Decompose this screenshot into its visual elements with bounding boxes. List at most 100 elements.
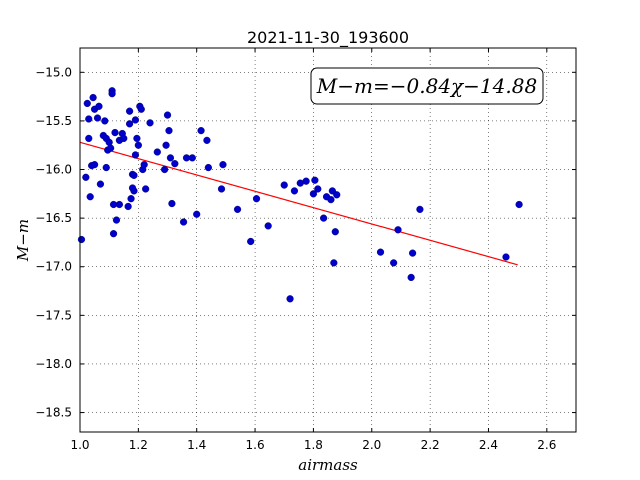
data-point <box>162 141 170 149</box>
data-point <box>394 226 402 234</box>
data-point <box>193 210 201 218</box>
data-point <box>309 190 318 198</box>
data-point <box>390 259 398 267</box>
fit-line-group <box>79 141 518 266</box>
x-tick-label: 2.2 <box>421 438 440 452</box>
x-tick-label: 2.0 <box>362 438 381 452</box>
data-point <box>102 163 110 172</box>
axes-frame <box>79 47 577 433</box>
y-axis-label: M−m <box>14 219 32 262</box>
x-axis-label: airmass <box>298 456 358 474</box>
data-point <box>108 90 116 98</box>
data-point <box>188 154 196 162</box>
data-point <box>115 200 123 209</box>
data-point <box>409 249 417 257</box>
data-point <box>85 115 93 123</box>
data-point <box>217 185 226 193</box>
data-point <box>133 134 141 143</box>
y-tick-label: −17.5 <box>35 308 72 322</box>
data-point <box>280 181 288 189</box>
data-point <box>286 295 294 303</box>
x-tick-label: 2.4 <box>479 438 498 452</box>
data-point <box>302 177 310 185</box>
data-point <box>233 205 242 213</box>
y-tick-label: −18.0 <box>35 357 72 371</box>
data-point <box>333 191 341 199</box>
data-point <box>331 228 339 236</box>
data-point <box>107 144 115 152</box>
data-point <box>264 222 272 230</box>
data-point <box>166 154 175 162</box>
data-point <box>89 93 97 102</box>
data-point <box>407 273 415 282</box>
data-point <box>130 171 138 179</box>
data-point <box>502 253 510 261</box>
data-point <box>219 161 227 169</box>
data-point <box>109 230 118 238</box>
y-tick-label: −15.0 <box>35 65 72 79</box>
data-point <box>153 148 161 156</box>
y-tick-label: −15.5 <box>35 114 72 128</box>
data-point <box>165 127 173 135</box>
data-point <box>131 151 140 159</box>
chart-title: 2021-11-30_193600 <box>247 28 409 48</box>
y-tick-label: −16.5 <box>35 211 72 225</box>
x-tick-label: 1.2 <box>129 438 148 452</box>
data-point <box>93 114 102 122</box>
x-tick-label: 2.6 <box>537 438 556 452</box>
data-point <box>247 237 255 246</box>
data-point <box>131 116 140 124</box>
data-point <box>137 105 145 113</box>
data-point <box>515 200 523 209</box>
data-point <box>111 128 119 137</box>
data-point <box>134 141 142 149</box>
data-point <box>179 218 188 226</box>
y-tick-label: −17.0 <box>35 260 72 274</box>
data-point <box>163 111 172 119</box>
x-tick-label: 1.8 <box>304 438 323 452</box>
data-point <box>161 165 169 174</box>
fit-equation-frame <box>310 67 544 105</box>
fit-equation-box: M−m=−0.84χ−14.88 <box>310 67 544 105</box>
data-point <box>101 117 109 125</box>
y-tick-label: −18.5 <box>35 406 72 420</box>
data-point <box>112 216 121 224</box>
data-point <box>96 180 105 188</box>
data-point <box>86 193 94 201</box>
x-tick-label: 1.6 <box>246 438 265 452</box>
data-point <box>130 187 138 195</box>
data-point <box>126 107 134 115</box>
data-point <box>140 161 148 169</box>
data-point <box>416 205 424 213</box>
data-point <box>82 173 90 181</box>
fit-equation-label: M−m=−0.84χ−14.88 <box>316 74 537 98</box>
data-point <box>120 134 128 143</box>
data-point <box>376 248 385 256</box>
data-point <box>311 176 319 184</box>
data-point <box>204 163 212 172</box>
data-point <box>171 160 179 168</box>
data-point <box>77 235 86 244</box>
data-point <box>290 187 299 195</box>
axis-ticks: 1.0 1.2 1.4 1.6 1.8 2.0 2.2 2.4 2.6 −15.0 −15.5 −16… <box>35 48 576 452</box>
data-point <box>95 102 103 110</box>
data-point <box>327 196 335 204</box>
data-point <box>168 199 176 208</box>
data-point <box>85 134 93 143</box>
data-point <box>146 119 154 127</box>
fit-line <box>79 141 518 266</box>
data-point <box>83 99 91 108</box>
data-point <box>127 195 135 203</box>
data-point <box>126 120 134 128</box>
data-point <box>90 161 99 169</box>
data-point <box>203 136 211 144</box>
data-point <box>142 185 150 193</box>
x-tick-label: 1.0 <box>70 438 89 452</box>
data-point <box>197 127 205 135</box>
y-tick-label: −16.0 <box>35 163 72 177</box>
data-point <box>124 202 132 211</box>
data-points <box>77 87 523 303</box>
data-point <box>314 185 322 193</box>
data-point <box>320 214 328 222</box>
